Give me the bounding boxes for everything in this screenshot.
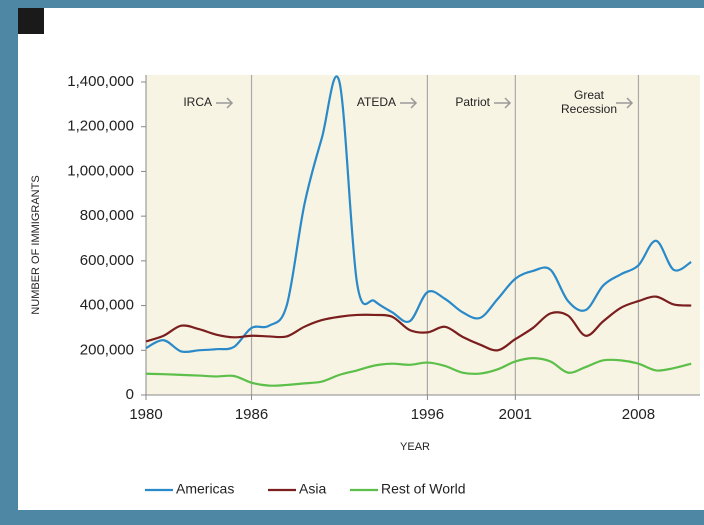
y-tick-label: 200,000 xyxy=(80,341,134,358)
y-tick-label: 1,200,000 xyxy=(67,118,134,135)
x-tick-label: 1986 xyxy=(235,406,268,423)
annotation: IRCA xyxy=(183,95,212,109)
x-axis-label: YEAR xyxy=(400,441,430,453)
x-tick-label: 1996 xyxy=(411,406,444,423)
y-axis-label: NUMBER OF IMMIGRANTS xyxy=(30,175,42,314)
plot-area xyxy=(146,75,700,395)
series-line xyxy=(145,357,692,387)
y-tick-label: 600,000 xyxy=(80,252,134,269)
x-tick-label: 1980 xyxy=(129,406,162,423)
x-tick-label: 2001 xyxy=(499,406,532,423)
annotation: Patriot xyxy=(455,95,490,109)
annotation-arrows xyxy=(216,97,634,109)
x-tick-label: 2008 xyxy=(622,406,655,423)
y-tick-label: 1,400,000 xyxy=(67,73,134,90)
series-line xyxy=(145,75,692,354)
y-tick-label: 400,000 xyxy=(80,297,134,314)
corner-block xyxy=(18,8,44,34)
y-tick-label: 0 xyxy=(126,386,134,403)
legend-label: Americas xyxy=(176,481,234,497)
legend-label: Asia xyxy=(299,481,326,497)
annotation: Great Recession xyxy=(560,88,618,116)
series-line xyxy=(145,295,692,352)
y-tick-label: 1,000,000 xyxy=(67,162,134,179)
y-tick-label: 800,000 xyxy=(80,207,134,224)
legend-label: Rest of World xyxy=(381,481,466,497)
annotation: ATEDA xyxy=(357,95,396,109)
